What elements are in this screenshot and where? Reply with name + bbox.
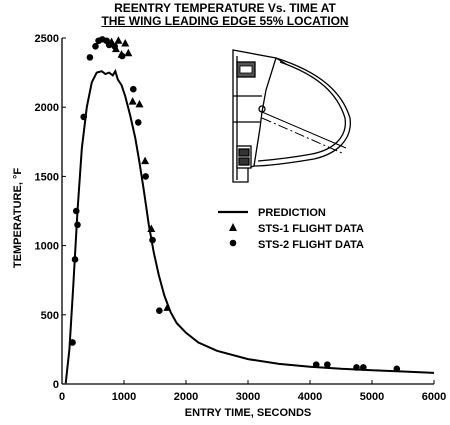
sts2-data-point xyxy=(92,43,99,50)
sts2-data-point xyxy=(324,361,331,368)
chart-axes: 0 1000 2000 3000 4000 5000 6000 0 500 1000 1500 200… xyxy=(35,33,447,403)
legend-label: STS-2 FLIGHT DATA xyxy=(258,239,364,251)
x-tick-label: 2000 xyxy=(174,391,198,403)
y-tick-label: 2500 xyxy=(35,33,59,45)
prediction-line xyxy=(64,68,435,384)
legend-label: PREDICTION xyxy=(258,207,326,219)
y-tick-label: 2000 xyxy=(35,102,59,114)
sts2-data-point xyxy=(86,54,94,61)
y-tick-label: 1500 xyxy=(35,171,59,183)
y-tick-label: 1000 xyxy=(35,241,59,253)
sts2-data-point xyxy=(393,365,401,373)
sts1-data-point xyxy=(121,39,130,47)
legend-triangle-symbol xyxy=(229,223,237,231)
y-axis-label: TEMPERATURE, °F xyxy=(12,167,24,269)
sts1-data-point xyxy=(135,99,144,108)
legend: PREDICTION STS-1 FLIGHT DATA STS-2 FLIGHT … xyxy=(218,207,364,251)
sts2-data-point xyxy=(312,361,320,368)
x-tick-label: 0 xyxy=(59,391,65,403)
x-axis-label: ENTRY TIME, SECONDS xyxy=(184,407,312,419)
sts2-data-point xyxy=(69,339,76,346)
sts2-data-point xyxy=(118,52,126,60)
chart-title-line-1: REENTRY TEMPERATURE Vs. TIME AT xyxy=(114,1,336,15)
sts2-data-point xyxy=(105,41,113,49)
wing-leading-edge-cross-section xyxy=(232,49,351,183)
sts2-data-point xyxy=(360,364,367,371)
sts2-data-point xyxy=(74,221,81,229)
x-tick-label: 5000 xyxy=(360,391,384,403)
legend-circle-symbol xyxy=(229,239,237,247)
sts1-data-point xyxy=(147,224,156,232)
sts1-data-point xyxy=(114,36,123,44)
x-tick-label: 3000 xyxy=(236,391,260,403)
sts2-data-point xyxy=(71,256,79,263)
sts2-data-point xyxy=(142,173,149,180)
chart-plot-area xyxy=(64,36,435,384)
sts2-data-point xyxy=(134,119,142,126)
legend-label: STS-1 FLIGHT DATA xyxy=(258,223,364,235)
sts1-data-point xyxy=(124,48,133,57)
y-tick-label: 500 xyxy=(41,310,59,322)
y-tick-label: 0 xyxy=(53,379,59,391)
x-tick-label: 1000 xyxy=(112,391,136,403)
x-tick-label: 4000 xyxy=(298,391,322,403)
sts2-data-point xyxy=(156,307,163,314)
sts1-data-point xyxy=(128,97,137,105)
sts1-data-point xyxy=(163,303,172,311)
sts2-data-point xyxy=(353,364,360,371)
chart-title-line-2: THE WING LEADING EDGE 55% LOCATION xyxy=(101,14,349,28)
sts2-data-point xyxy=(80,113,87,121)
x-tick-label: 6000 xyxy=(422,391,446,403)
sts2-data-point xyxy=(111,43,118,50)
sts2-data-point xyxy=(130,85,137,93)
sts1-data-point xyxy=(141,156,150,165)
sts2-data-point xyxy=(149,236,156,244)
sts2-data-point xyxy=(72,207,80,215)
